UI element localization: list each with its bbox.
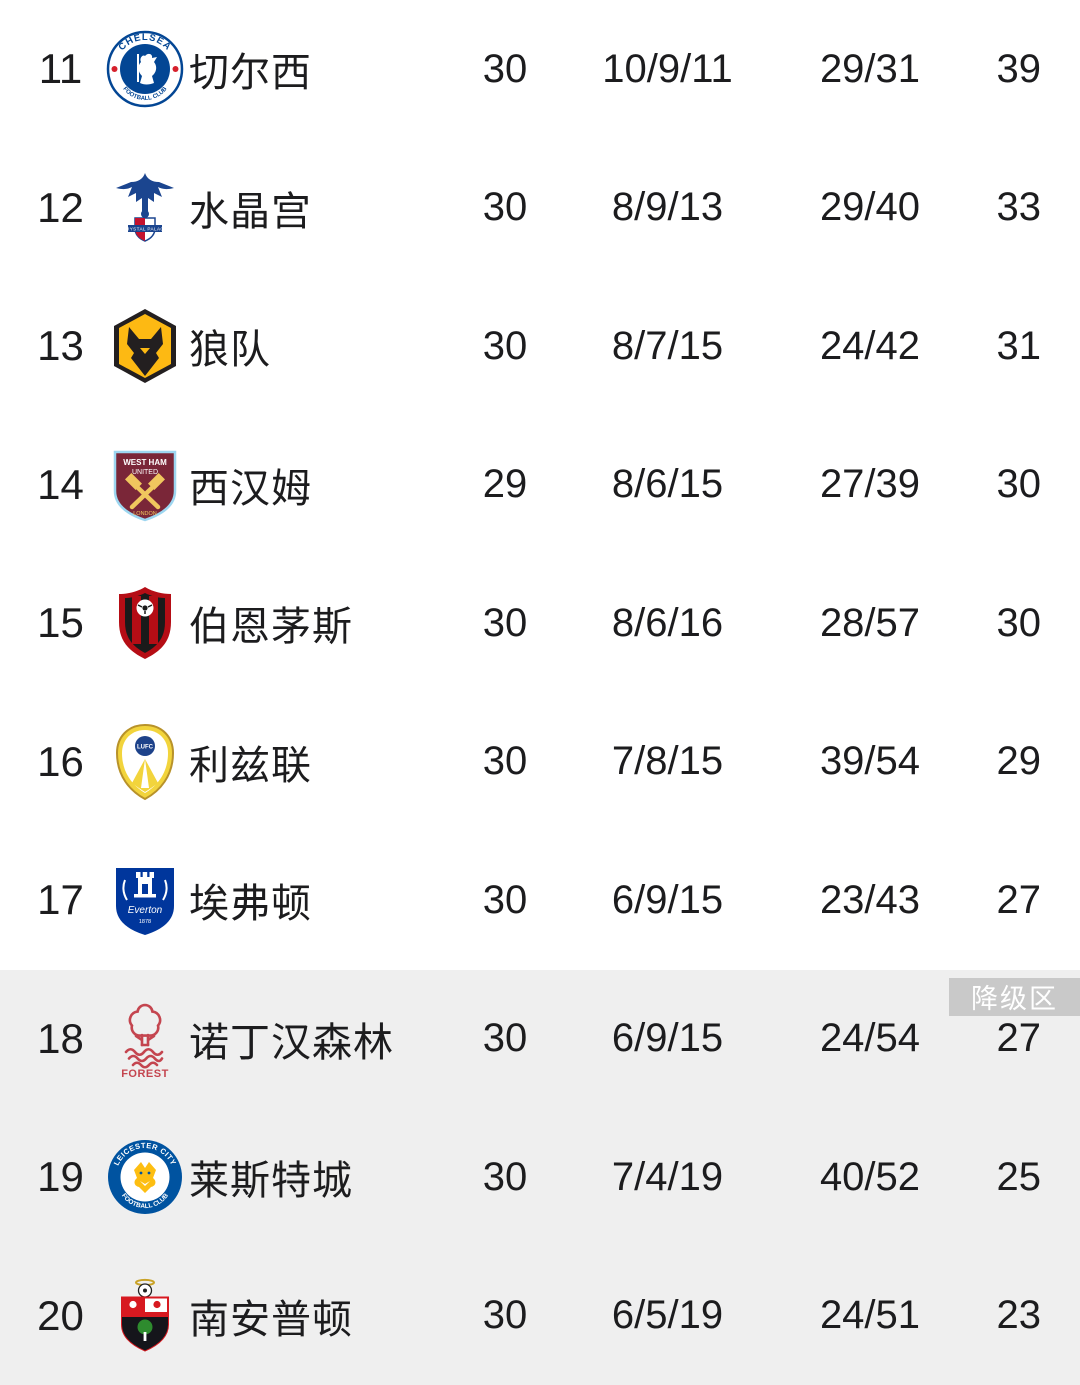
games-played: 30 (482, 1154, 528, 1199)
points: 33 (996, 185, 1042, 230)
position-number: 15 (37, 599, 84, 647)
bournemouth-badge-icon (105, 583, 185, 663)
svg-text:1878: 1878 (139, 919, 151, 925)
team-name: 诺丁汉森林 (189, 1020, 394, 1065)
leicester-badge-icon: LEICESTER CITY FOOTBALL CLUB (105, 1137, 185, 1217)
relegation-zone-badge: 降级区 (949, 977, 1080, 1016)
southampton-badge-icon (105, 1276, 185, 1356)
team-name: 伯恩茅斯 (189, 605, 353, 650)
goals-for-against: 28/57 (819, 600, 921, 645)
team-name: 埃弗顿 (189, 882, 312, 927)
points: 39 (996, 46, 1042, 91)
points: 27 (996, 877, 1042, 922)
goals-for-against: 24/51 (819, 1293, 921, 1338)
team-name: 莱斯特城 (189, 1159, 353, 1204)
everton-badge-icon: Everton 1878 (105, 860, 185, 940)
win-draw-loss: 7/8/15 (611, 739, 724, 784)
goals-for-against: 23/43 (819, 877, 921, 922)
games-played: 30 (482, 877, 528, 922)
svg-text:FOREST: FOREST (121, 1068, 169, 1079)
nottingham-forest-badge-icon: FOREST (105, 999, 185, 1079)
points: 30 (996, 600, 1042, 645)
goals-for-against: 39/54 (819, 739, 921, 784)
points: 27 (996, 1016, 1042, 1061)
goals-for-against: 24/54 (819, 1016, 921, 1061)
win-draw-loss: 8/7/15 (611, 323, 724, 368)
position-number: 14 (37, 460, 84, 508)
goals-for-against: 24/42 (819, 323, 921, 368)
goals-for-against: 29/40 (819, 185, 921, 230)
position-number: 18 (37, 1014, 84, 1062)
win-draw-loss: 8/6/16 (611, 600, 724, 645)
team-name: 狼队 (189, 328, 271, 373)
team-name: 南安普顿 (189, 1297, 353, 1342)
goals-for-against: 29/31 (819, 46, 921, 91)
table-row[interactable]: 20 南安普顿 30 6/5/19 24/51 (0, 1247, 1080, 1385)
west-ham-badge-icon: WEST HAM UNITED LONDON (105, 445, 185, 525)
team-name: 切尔西 (189, 51, 312, 96)
win-draw-loss: 8/6/15 (611, 462, 724, 507)
team-name: 利兹联 (189, 743, 312, 788)
games-played: 29 (482, 462, 528, 507)
win-draw-loss: 6/5/19 (611, 1293, 724, 1338)
wolves-badge-icon (105, 306, 185, 386)
position-number: 11 (38, 45, 83, 93)
position-number: 13 (37, 322, 84, 370)
table-row[interactable]: 13 狼队 30 8/7/15 24/42 31 (0, 277, 1080, 416)
leeds-badge-icon: LUFC (105, 722, 185, 802)
table-row[interactable]: 15 伯恩茅斯 30 8/6/16 28/57 30 (0, 554, 1080, 693)
position-number: 16 (37, 737, 84, 785)
team-name: 西汉姆 (189, 466, 312, 511)
table-row[interactable]: 19 LEICESTER CITY FOOTBALL CLUB 莱斯特城 (0, 1108, 1080, 1247)
position-number: 19 (37, 1153, 84, 1201)
table-row[interactable]: 18 FOREST 诺丁汉森林 30 6/9/15 24/54 (0, 970, 1080, 1109)
points: 30 (996, 462, 1042, 507)
table-row[interactable]: 17 Everton 1878 埃弗顿 30 6/9/15 23/43 27 (0, 831, 1080, 970)
svg-text:LUFC: LUFC (137, 744, 154, 750)
table-row[interactable]: 14 WEST HAM UNITED LONDON 西汉姆 29 8/6/15 … (0, 416, 1080, 555)
points: 29 (996, 739, 1042, 784)
games-played: 30 (482, 739, 528, 784)
position-number: 20 (37, 1291, 84, 1339)
games-played: 30 (482, 1293, 528, 1338)
table-row[interactable]: 12 CRYSTAL PALACE 水晶宫 30 8/9/13 29/40 33 (0, 139, 1080, 278)
games-played: 30 (482, 46, 528, 91)
svg-text:Everton: Everton (128, 905, 163, 916)
games-played: 30 (482, 1016, 528, 1061)
chelsea-badge-icon: CHELSEA FOOTBALL CLUB (105, 29, 185, 109)
team-name: 水晶宫 (189, 189, 312, 234)
win-draw-loss: 8/9/13 (611, 185, 724, 230)
points: 25 (996, 1154, 1042, 1199)
goals-for-against: 40/52 (819, 1154, 921, 1199)
points: 31 (996, 323, 1042, 368)
table-row[interactable]: 11 CHELSEA FOOTBALL CLUB 切尔西 30 10/9/11 … (0, 0, 1080, 139)
games-played: 30 (482, 600, 528, 645)
games-played: 30 (482, 323, 528, 368)
win-draw-loss: 10/9/11 (602, 46, 733, 91)
position-number: 17 (37, 876, 84, 924)
points: 23 (996, 1293, 1042, 1338)
games-played: 30 (482, 185, 528, 230)
win-draw-loss: 6/9/15 (611, 877, 724, 922)
svg-text:LONDON: LONDON (133, 511, 157, 517)
relegation-zone-section: 降级区 18 FOREST 诺丁汉森林 30 (0, 969, 1080, 1385)
crystal-palace-badge-icon: CRYSTAL PALACE (105, 168, 185, 248)
table-row[interactable]: 16 LUFC 利兹联 30 7/8/15 39/54 29 (0, 693, 1080, 832)
svg-text:WEST HAM: WEST HAM (123, 458, 167, 467)
svg-text:CRYSTAL PALACE: CRYSTAL PALACE (122, 226, 167, 231)
win-draw-loss: 6/9/15 (611, 1016, 724, 1061)
goals-for-against: 27/39 (819, 462, 921, 507)
position-number: 12 (37, 183, 84, 231)
win-draw-loss: 7/4/19 (611, 1154, 724, 1199)
svg-text:UNITED: UNITED (132, 469, 158, 476)
